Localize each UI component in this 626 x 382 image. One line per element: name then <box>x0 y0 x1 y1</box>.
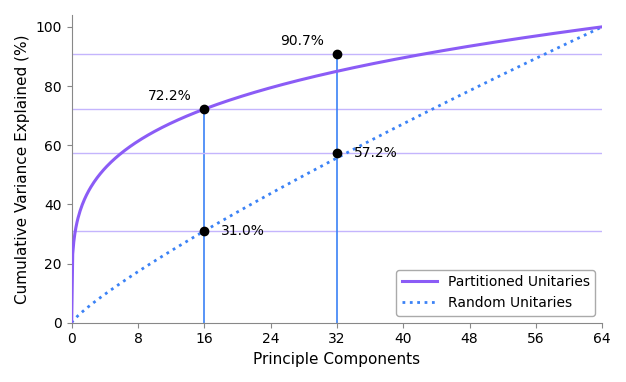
Legend: Partitioned Unitaries, Random Unitaries: Partitioned Unitaries, Random Unitaries <box>396 270 595 316</box>
X-axis label: Principle Components: Principle Components <box>254 352 421 367</box>
Y-axis label: Cumulative Variance Explained (%): Cumulative Variance Explained (%) <box>15 34 30 304</box>
Text: 90.7%: 90.7% <box>280 34 324 49</box>
Text: 31.0%: 31.0% <box>221 224 265 238</box>
Text: 57.2%: 57.2% <box>354 146 398 160</box>
Text: 72.2%: 72.2% <box>148 89 192 103</box>
